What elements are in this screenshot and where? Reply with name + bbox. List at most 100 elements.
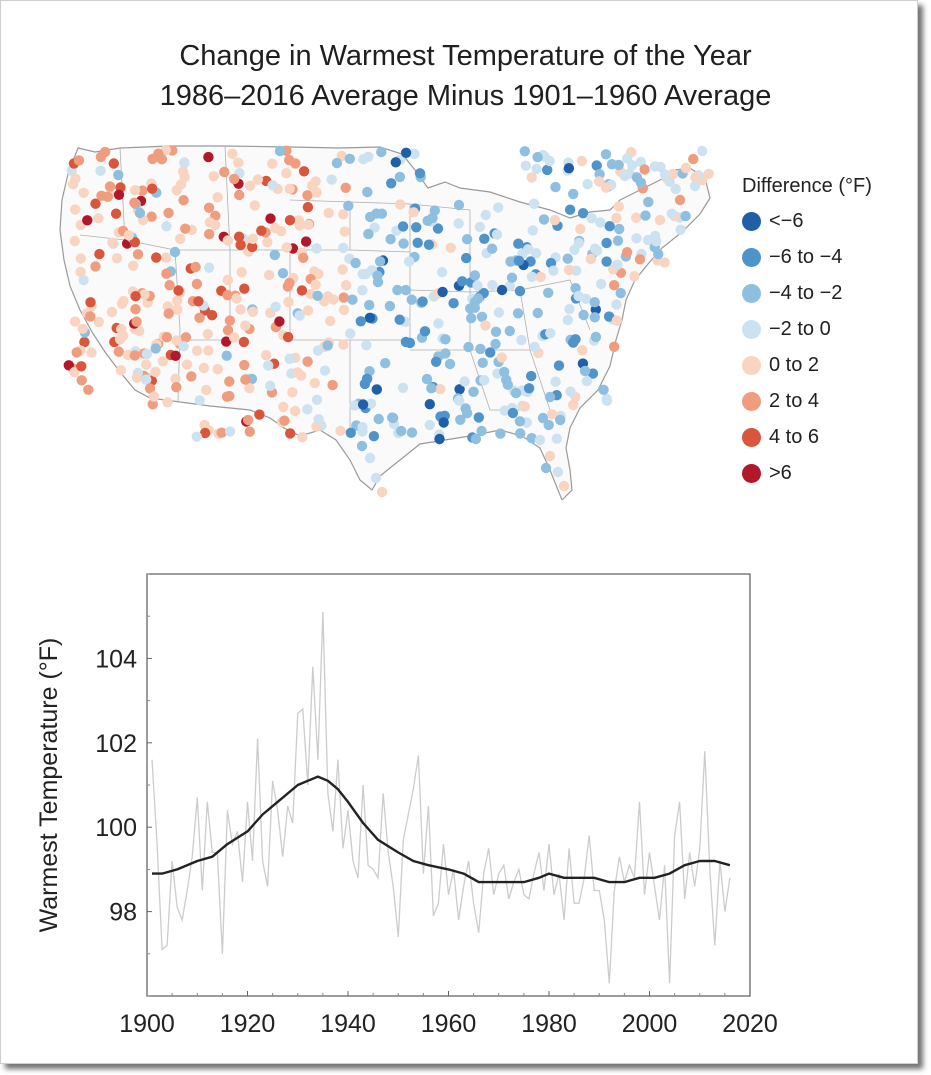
station-dot (193, 296, 204, 307)
station-dot (529, 341, 540, 353)
station-dot (453, 218, 464, 229)
station-dot (224, 315, 236, 326)
chart-subtitle: 1986–2016 Average Minus 1901–1960 Averag… (159, 80, 772, 112)
station-dot (528, 198, 540, 209)
station-dot (520, 160, 532, 171)
station-dot (411, 222, 422, 233)
station-dot (611, 212, 622, 224)
station-dot (577, 345, 588, 356)
station-dot (538, 214, 550, 225)
station-dot (267, 180, 278, 191)
station-dot (578, 309, 589, 321)
legend-item: −4 to −2 (742, 275, 922, 311)
station-dot (204, 217, 216, 228)
station-dot (93, 213, 104, 224)
station-dot (510, 387, 522, 399)
station-dot (553, 360, 565, 371)
station-dot (470, 433, 482, 445)
station-dot (387, 412, 398, 423)
station-dot (438, 417, 449, 428)
station-dot (424, 399, 435, 410)
station-dot (343, 200, 354, 211)
station-dot (186, 371, 197, 382)
station-dot (284, 215, 296, 226)
station-dot (328, 294, 339, 305)
station-dot (247, 241, 258, 253)
station-dot (523, 383, 535, 394)
station-dot (595, 217, 606, 228)
station-dot (545, 328, 556, 339)
station-dot (527, 225, 538, 236)
station-dot (631, 212, 642, 223)
station-dot (284, 183, 295, 194)
station-dot (659, 257, 670, 268)
station-dot (589, 243, 601, 254)
station-dot (372, 270, 383, 281)
station-dot (222, 235, 233, 246)
station-dot (160, 252, 172, 263)
station-dot (515, 428, 526, 439)
station-dot (505, 256, 516, 267)
station-dot (622, 153, 633, 164)
station-dot (615, 287, 626, 299)
station-dot (384, 300, 396, 312)
station-dot (564, 204, 576, 215)
station-dot (534, 434, 546, 446)
station-dot (667, 168, 679, 180)
station-dot (601, 237, 612, 249)
station-dot (600, 149, 612, 160)
station-dot (444, 358, 456, 370)
station-dot (70, 173, 81, 184)
station-dot (543, 287, 554, 298)
station-dot (141, 348, 153, 360)
station-dot (598, 384, 609, 395)
station-dot (576, 155, 588, 167)
station-dot (355, 316, 366, 327)
station-dot (199, 427, 211, 439)
station-dot (419, 326, 431, 337)
station-dot (191, 278, 203, 290)
station-dot (516, 334, 527, 346)
legend-item: −2 to 0 (742, 311, 922, 347)
station-dot (239, 283, 250, 294)
station-dot (551, 433, 563, 444)
station-dot (564, 303, 575, 315)
station-dot (461, 234, 473, 245)
station-dot (228, 332, 240, 343)
station-dot (544, 391, 556, 403)
station-dot (357, 285, 368, 296)
station-dot (531, 248, 542, 259)
station-dot (254, 409, 265, 420)
station-dots (63, 144, 714, 498)
station-dot (224, 390, 235, 402)
station-dot (619, 170, 630, 182)
station-dot (595, 278, 607, 290)
station-dot (485, 347, 496, 358)
station-dot (151, 252, 162, 263)
station-dot (480, 320, 491, 331)
station-dot (69, 367, 80, 378)
station-dot (115, 365, 127, 376)
station-dot (429, 205, 440, 216)
station-dot (526, 271, 538, 282)
station-dot (600, 182, 612, 193)
station-dot (94, 248, 105, 260)
station-dot (78, 275, 89, 286)
station-dot (319, 365, 331, 376)
station-dot (403, 256, 415, 267)
station-dot (395, 199, 406, 210)
station-dot (325, 315, 336, 327)
station-dot (422, 215, 433, 226)
station-dot (313, 268, 324, 280)
station-dot (75, 253, 86, 264)
station-dot (345, 328, 356, 339)
station-dot (376, 146, 387, 158)
station-dot (203, 151, 214, 163)
station-dot (203, 345, 214, 356)
station-dot (477, 357, 488, 368)
station-dot (386, 178, 397, 189)
station-dot (445, 242, 456, 253)
legend-swatch-7 (742, 427, 761, 447)
station-dot (519, 401, 530, 412)
station-dot (479, 374, 490, 386)
